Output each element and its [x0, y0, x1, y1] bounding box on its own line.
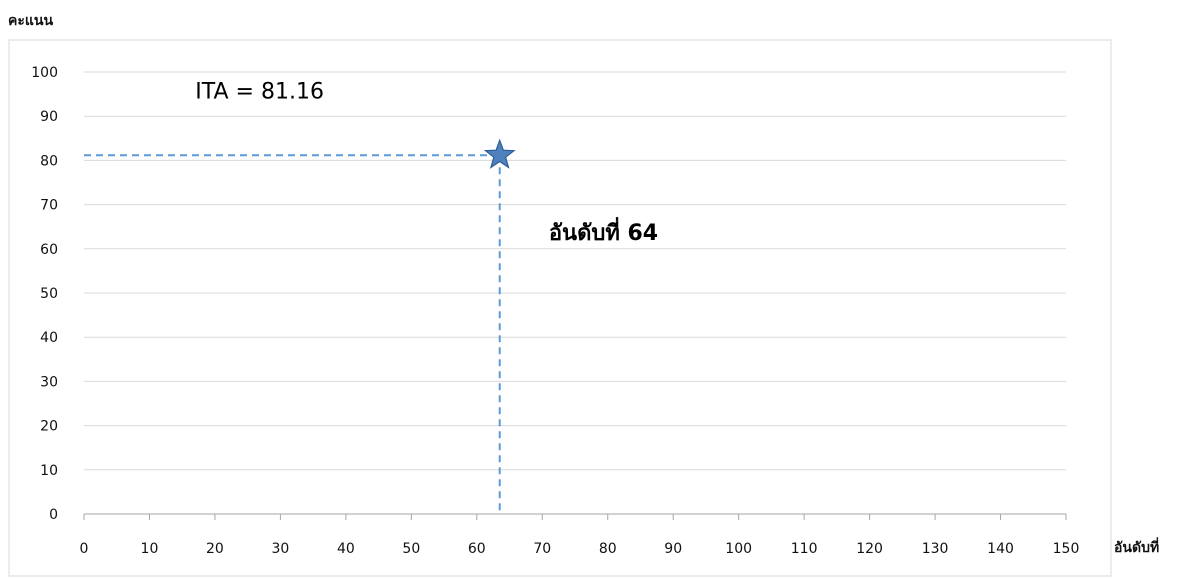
axes: 0 10 20 30 40 50 60 70 80 90 100 0 10 20 30 40 50 60 70 80 9… [31, 65, 1079, 557]
x-tick-label: 20 [206, 541, 224, 557]
y-tick-label: 0 [49, 507, 58, 523]
x-tick-label: 130 [922, 541, 949, 557]
x-tick-label: 60 [468, 541, 486, 557]
x-tick-label: 10 [141, 541, 159, 557]
x-tick-label: 0 [80, 541, 89, 557]
annotations: ITA = 81.16 อันดับที่ 64 [195, 80, 658, 246]
x-tick-label: 40 [337, 541, 355, 557]
y-tick-label: 40 [40, 330, 58, 346]
star-marker [483, 138, 516, 169]
y-tick-label: 10 [40, 463, 58, 479]
data-points [483, 138, 516, 169]
grid-lines [84, 71, 1066, 471]
y-tick-label: 100 [31, 65, 58, 81]
x-tick-label: 90 [664, 541, 682, 557]
y-tick-label: 80 [40, 153, 58, 169]
x-tick-label: 120 [856, 541, 883, 557]
y-tick-label: 70 [40, 198, 58, 214]
y-tick-label: 20 [40, 419, 58, 435]
x-tick-label: 50 [402, 541, 420, 557]
annotation-label: อันดับที่ 64 [549, 216, 658, 246]
x-tick-label: 80 [599, 541, 617, 557]
y-tick-label: 60 [40, 242, 58, 258]
y-tick-label: 50 [40, 286, 58, 302]
y-axis-title: คะแนน [8, 13, 53, 29]
guide-lines [84, 154, 501, 514]
x-tick-label: 110 [791, 541, 818, 557]
x-tick-label: 140 [987, 541, 1014, 557]
chart-frame [8, 39, 1112, 577]
x-tick-label: 30 [271, 541, 289, 557]
y-tick-label: 90 [40, 109, 58, 125]
x-tick-label: 150 [1053, 541, 1080, 557]
y-tick-label: 30 [40, 374, 58, 390]
x-axis-title: อันดับที่ [1114, 537, 1159, 556]
annotation-label: ITA = 81.16 [195, 80, 324, 105]
x-tick-label: 100 [725, 541, 752, 557]
x-tick-label: 70 [533, 541, 551, 557]
